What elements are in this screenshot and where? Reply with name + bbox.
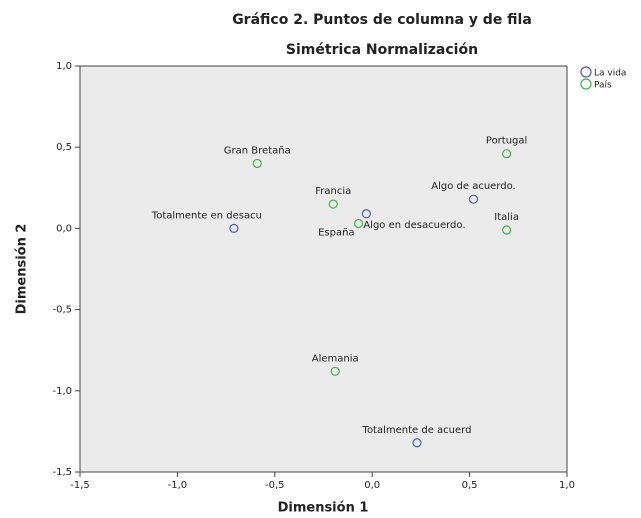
y-tick-label: 1,0 xyxy=(56,61,72,72)
x-tick-label: -1,5 xyxy=(70,480,90,491)
chart-title: Gráfico 2. Puntos de columna y de fila xyxy=(232,12,532,28)
legend-label: La vida xyxy=(594,69,626,79)
point xyxy=(252,158,262,169)
chart-subtitle: Simétrica Normalización xyxy=(286,42,478,58)
point-label: Portugal xyxy=(486,136,527,147)
point-label: Alemania xyxy=(312,353,359,364)
point-label: Gran Bretaña xyxy=(224,145,291,156)
legend-marker xyxy=(580,78,592,90)
y-tick-label: 0,0 xyxy=(56,223,72,234)
point-label: Francia xyxy=(315,186,351,197)
x-tick-label: -1,0 xyxy=(168,480,188,491)
point xyxy=(502,149,512,159)
point xyxy=(328,199,338,209)
y-tick-label: -1,0 xyxy=(52,386,72,397)
x-tick-label: 0,5 xyxy=(462,480,478,491)
point-label: Totalmente en desacu xyxy=(151,210,262,221)
point xyxy=(353,218,364,229)
point-label: Italia xyxy=(494,212,519,223)
point-label: Totalmente de acuerd xyxy=(362,425,472,436)
x-tick-label: -0,5 xyxy=(265,480,285,491)
y-tick-label: 0,5 xyxy=(56,142,72,153)
y-axis-title: Dimensión 2 xyxy=(15,224,30,315)
legend-label: País xyxy=(594,81,612,91)
x-tick-label: 1,0 xyxy=(559,480,575,491)
legend-marker xyxy=(580,66,592,78)
x-axis-title: Dimensión 1 xyxy=(278,501,369,516)
y-tick-label: -0,5 xyxy=(52,305,72,316)
point xyxy=(412,438,422,448)
point-label: Algo de acuerdo. xyxy=(431,181,515,192)
point-label: Algo en desacuerdo. xyxy=(363,220,465,231)
point xyxy=(330,366,340,376)
y-tick-label: -1,5 xyxy=(52,467,72,478)
plot-area xyxy=(79,65,568,473)
x-tick-label: 0,0 xyxy=(364,480,380,491)
point-label: España xyxy=(318,228,354,239)
point xyxy=(361,209,371,219)
point xyxy=(468,194,479,204)
point xyxy=(229,223,239,233)
point xyxy=(502,225,512,235)
